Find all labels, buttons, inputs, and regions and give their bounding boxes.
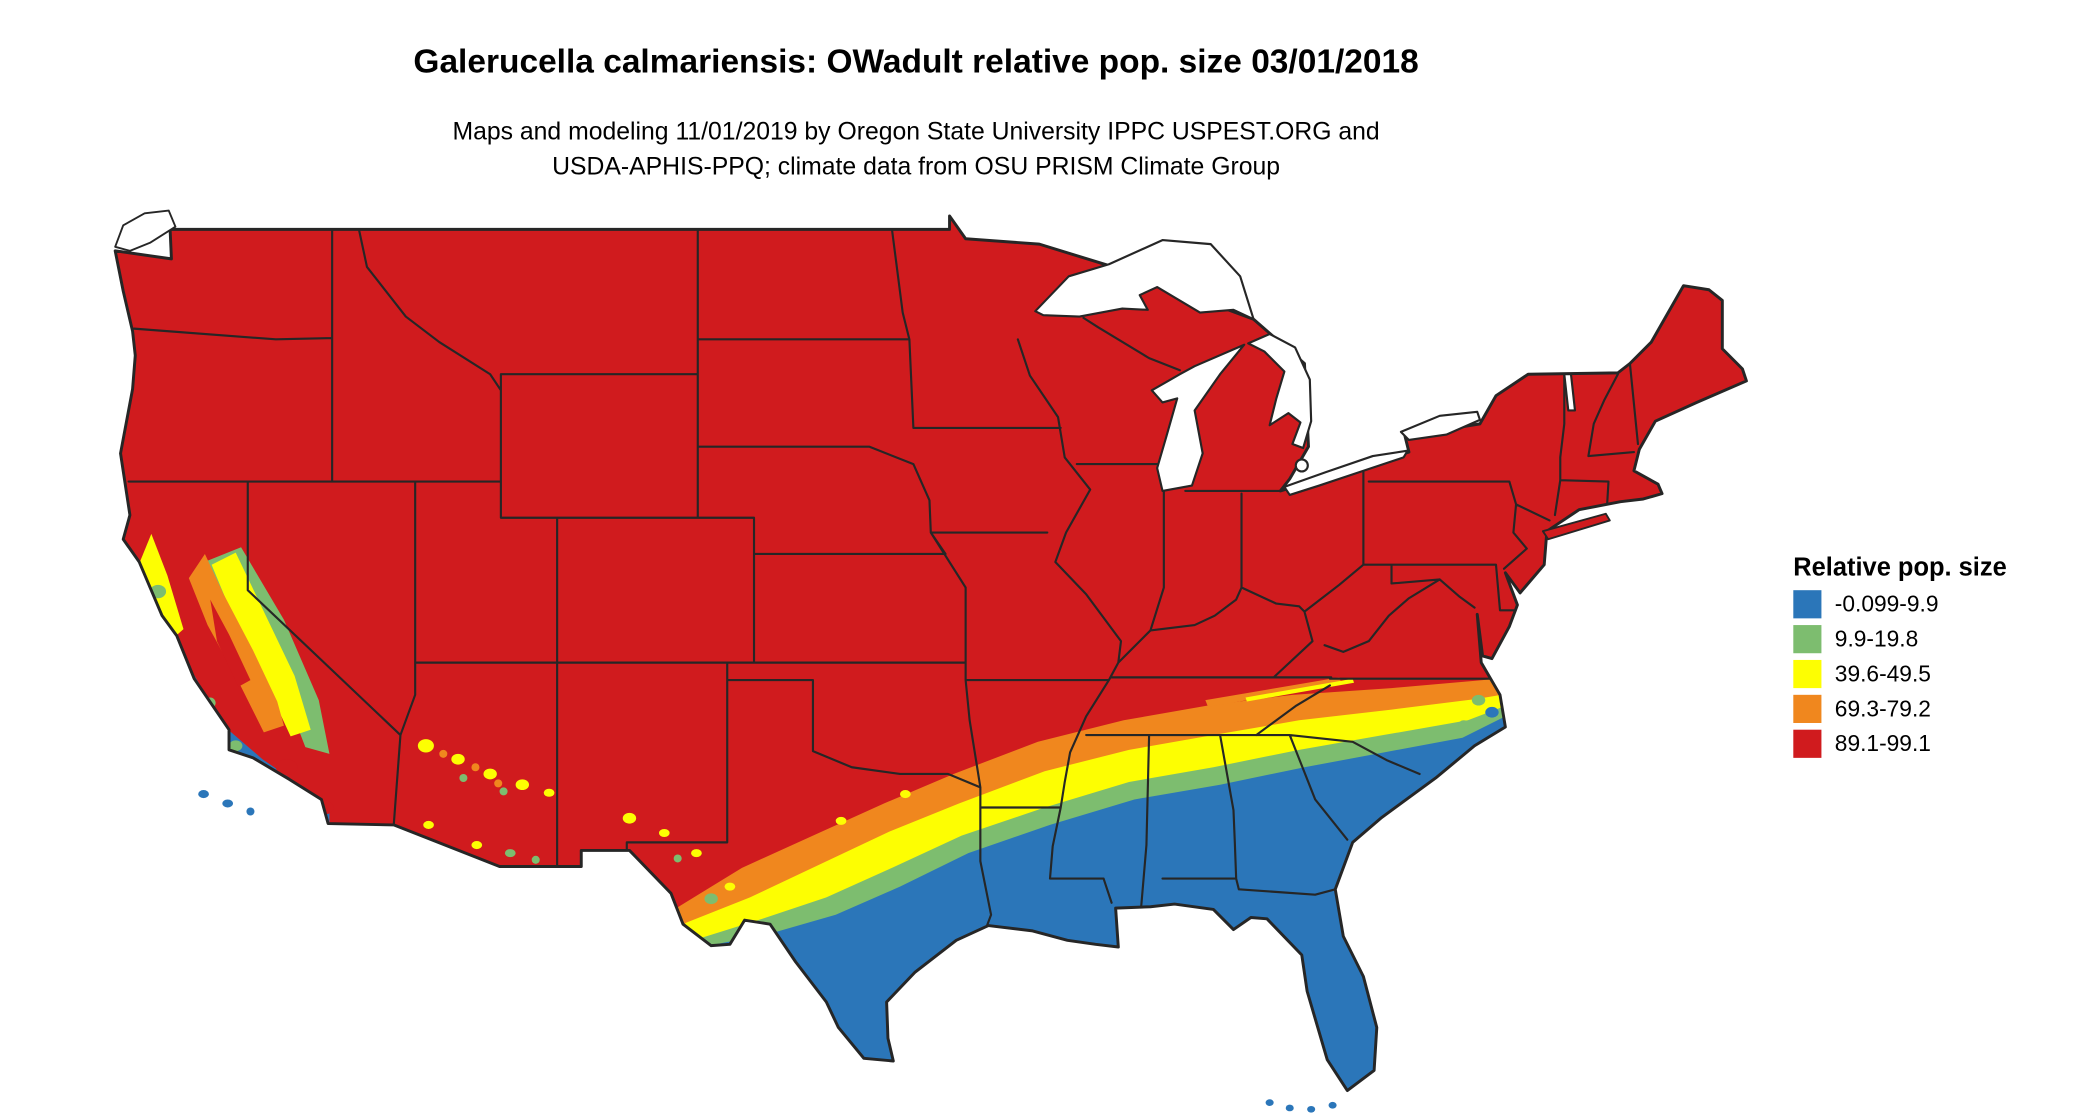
- map-fill-layers: [115, 215, 1747, 1091]
- long-island: [1541, 512, 1611, 541]
- florida-key: [1285, 1104, 1294, 1112]
- legend-swatch-0: [1793, 590, 1822, 619]
- legend-label-0: -0.099-9.9: [1835, 591, 1939, 617]
- legend-swatch-3: [1793, 694, 1822, 723]
- channel-island: [246, 807, 255, 816]
- carolina-coast-specks: [1458, 694, 1499, 729]
- subtitle-line-2: USDA-APHIS-PPQ; climate data from OSU PR…: [552, 153, 1280, 180]
- subtitle-line-1: Maps and modeling 11/01/2019 by Oregon S…: [452, 118, 1379, 145]
- legend-label-3: 69.3-79.2: [1835, 695, 1931, 721]
- vancouver-island: [114, 209, 177, 252]
- page-title: Galerucella calmariensis: OWadult relati…: [413, 43, 1418, 80]
- texas-band-specks: [835, 790, 911, 825]
- state-borders: [127, 228, 1640, 927]
- legend-swatch-4: [1793, 729, 1822, 758]
- lake-huron: [1247, 332, 1313, 450]
- great-lakes: [1034, 239, 1577, 497]
- california-patches: [139, 533, 334, 827]
- lake-champlain: [1563, 373, 1577, 412]
- florida-key: [1307, 1105, 1316, 1113]
- florida-key: [1328, 1101, 1337, 1109]
- lake-michigan: [1150, 343, 1246, 493]
- islands: [114, 209, 1611, 1113]
- florida-key: [1265, 1099, 1274, 1106]
- lake-ontario: [1399, 410, 1481, 442]
- lake-st-clair: [1294, 458, 1309, 473]
- lake-erie: [1283, 449, 1409, 497]
- lake-superior: [1034, 239, 1255, 321]
- legend: Relative pop. size -0.099-9.9 9.9-19.8 3…: [1793, 553, 2007, 758]
- legend-label-1: 9.9-19.8: [1835, 626, 1918, 652]
- legend-swatch-1: [1793, 625, 1822, 654]
- legend-title: Relative pop. size: [1793, 553, 2006, 581]
- legend-label-2: 39.6-49.5: [1835, 660, 1931, 686]
- channel-island: [198, 790, 209, 799]
- channel-island: [222, 799, 234, 808]
- band-red-base: [115, 215, 1747, 1091]
- legend-label-4: 89.1-99.1: [1835, 730, 1931, 756]
- us-outline: [113, 214, 1748, 1092]
- legend-swatch-2: [1793, 659, 1822, 689]
- appalachian-streaks: [1205, 677, 1355, 707]
